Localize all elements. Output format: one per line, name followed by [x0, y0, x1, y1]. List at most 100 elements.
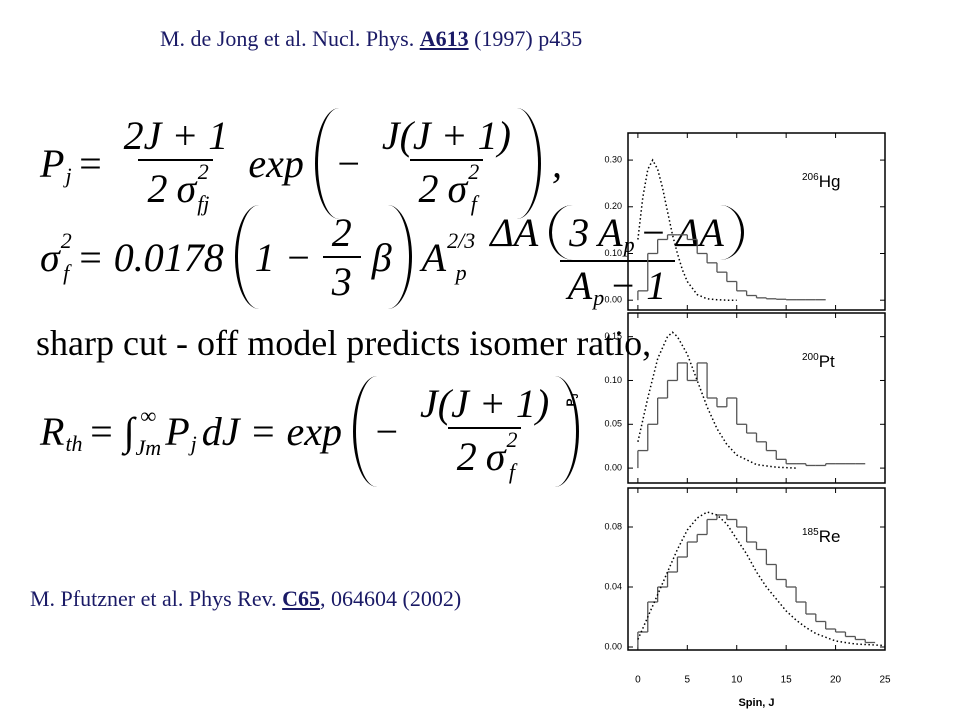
- math-text: = 0.0178: [76, 234, 224, 280]
- y-tick-label: 0.04: [604, 581, 622, 591]
- scripts: 2 fj: [197, 161, 209, 215]
- symbol-base: A: [598, 210, 623, 255]
- reference-text: M. Pfutzner et al. Phys Rev.: [30, 586, 283, 611]
- reference-link[interactable]: C65: [282, 586, 321, 611]
- y-axis-label-sub: J: [570, 393, 580, 398]
- superscript: ∞: [140, 402, 157, 428]
- fraction: J(J + 1) 2 σ 2 f: [411, 380, 558, 483]
- math-symbol: ∫ ∞ Jm: [123, 402, 162, 460]
- math-text: J(J + 1): [381, 113, 511, 158]
- x-tick-label: 15: [781, 675, 793, 686]
- reference: M. Pfutzner et al. Phys Rev. C65, 064604…: [30, 586, 461, 612]
- panel-label-element: Re: [819, 527, 841, 546]
- subscript: j: [190, 431, 197, 456]
- parenthesis-group: − J(J + 1) 2 σ 2 f: [353, 376, 580, 487]
- y-axis-label: PJ: [564, 393, 580, 406]
- symbol-base: σ: [485, 433, 506, 479]
- scripts: j: [65, 165, 71, 187]
- math-text: −: [334, 141, 362, 186]
- symbol-base: σ: [176, 165, 197, 211]
- panel-label-mass: 206: [802, 172, 819, 183]
- reference-link[interactable]: A613: [419, 26, 469, 51]
- y-tick-label: 0.08: [604, 521, 622, 531]
- numerator: J(J + 1): [373, 112, 520, 159]
- math-text: 2: [147, 165, 168, 211]
- subscript: f: [508, 459, 516, 484]
- fraction: 2J + 1 2 σ 2 fj: [115, 112, 238, 215]
- subscript: f: [63, 260, 70, 285]
- reference-text: M. de Jong et al. Nucl. Phys.: [160, 26, 420, 51]
- math-text: − ΔA: [639, 210, 724, 255]
- subscript: p: [455, 260, 467, 285]
- math-text: =: [87, 409, 115, 454]
- reference-text: , 064604 (2002): [320, 586, 462, 611]
- superscript: 2: [60, 228, 72, 253]
- y-tick-label: 0.20: [604, 201, 622, 211]
- symbol-base: P: [165, 409, 190, 454]
- math-text: ΔA: [490, 210, 539, 255]
- math-text: exp: [248, 141, 304, 186]
- subscript: p: [593, 285, 605, 310]
- math-text: ,: [551, 141, 562, 186]
- math-text: J(J + 1): [420, 381, 550, 426]
- subscript: Jm: [135, 434, 162, 460]
- plot-frame: [627, 312, 886, 484]
- plot-frame: [627, 132, 886, 311]
- math-text: =: [76, 141, 104, 186]
- fraction: J(J + 1) 2 σ 2 f: [373, 112, 520, 215]
- y-tick-label: 0.00: [604, 641, 622, 651]
- scripts: 2/3 p: [447, 230, 475, 284]
- math-text: 2: [418, 165, 439, 211]
- numerator: 2J + 1: [115, 112, 238, 159]
- x-tick-label: 20: [830, 675, 842, 686]
- panel-label: 206Hg: [802, 172, 840, 192]
- y-tick-label: 0.05: [604, 419, 622, 429]
- symbol-base: σ: [447, 165, 468, 211]
- y-tick-label: 0.15: [604, 331, 622, 341]
- y-tick-label: 0.00: [604, 295, 622, 305]
- scripts: p: [624, 234, 635, 256]
- scripts: th: [65, 433, 82, 455]
- symbol-base: σ: [40, 234, 60, 280]
- scripts: p: [593, 287, 604, 309]
- parenthesis-group: − J(J + 1) 2 σ 2 f: [314, 108, 541, 219]
- math-text: 2: [331, 210, 352, 255]
- x-tick-label: 5: [685, 675, 691, 686]
- panel-label: 185Re: [802, 527, 840, 547]
- model-curve: [637, 158, 737, 301]
- math-text: 3: [569, 210, 590, 255]
- math-text: 1 −: [254, 234, 312, 280]
- symbol-base: R: [40, 409, 65, 454]
- subscript: th: [65, 431, 83, 456]
- x-tick-label: 0: [635, 675, 641, 686]
- math-symbol: σ 2 fj: [176, 161, 209, 215]
- math-symbol: A 2/3 p: [422, 230, 476, 284]
- superscript: 2: [506, 427, 518, 452]
- reference-text: (1997) p435: [468, 26, 583, 51]
- symbol-base: ∫: [123, 409, 135, 454]
- math-text: 3: [331, 259, 352, 304]
- symbol-base: A: [421, 234, 447, 280]
- subscript: f: [470, 191, 477, 216]
- superscript: 2/3: [447, 228, 476, 253]
- math-text: −: [373, 409, 401, 454]
- x-axis-label: Spin, J: [738, 697, 774, 709]
- math-text: dJ = exp: [201, 409, 343, 454]
- x-tick-label: 10: [731, 675, 743, 686]
- y-tick-label: 0.00: [604, 462, 622, 472]
